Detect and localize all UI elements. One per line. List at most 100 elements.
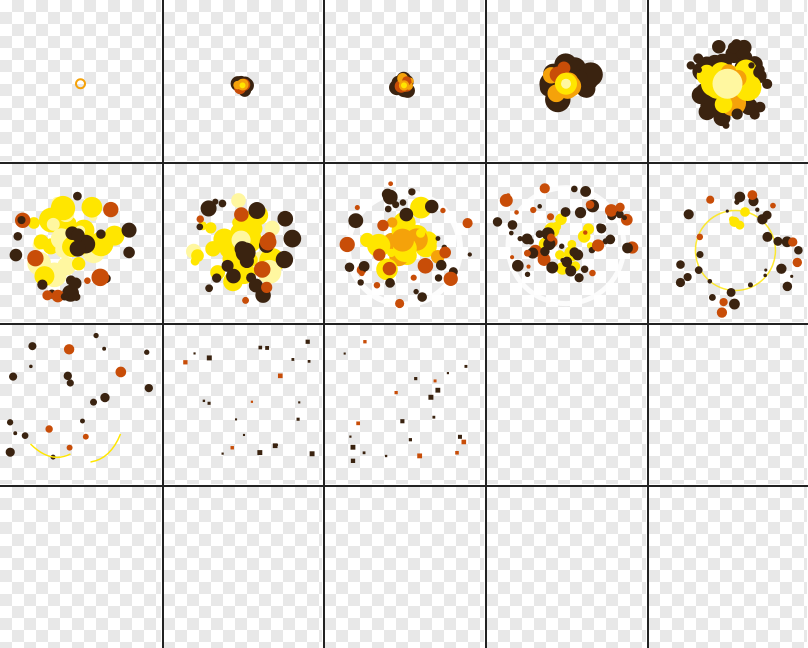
debris-chunk (559, 243, 565, 249)
debris-chunk (381, 188, 394, 201)
debris-chunk (425, 199, 439, 214)
debris-chunk (258, 345, 263, 350)
frame-art-empty (0, 486, 161, 648)
debris-chunk (764, 268, 768, 272)
debris-chunk (439, 246, 451, 259)
debris-chunk (596, 223, 607, 234)
debris-chunk (305, 339, 310, 344)
debris-chunk (17, 215, 26, 225)
sprite-frame-6 (0, 163, 161, 322)
debris-chunk (408, 188, 416, 196)
debris-chunk (69, 277, 82, 290)
smoke-puff (71, 228, 85, 242)
frame-art-debris-sparse (183, 339, 315, 457)
frame-art-smoke-ring (675, 190, 803, 318)
debris-chunk (354, 204, 360, 211)
debris-chunk (144, 383, 153, 393)
frame-art-debris-fading (5, 332, 153, 463)
sprite-frame-17 (163, 486, 322, 648)
debris-chunk (60, 292, 69, 301)
debris-chunk (696, 233, 704, 241)
debris-chunk (434, 274, 443, 282)
debris-chunk (344, 262, 355, 273)
debris-chunk (93, 332, 99, 339)
sprite-frame-2 (163, 0, 322, 161)
debris-chunk (414, 377, 418, 381)
debris-chunk (207, 401, 211, 405)
debris-chunk (91, 268, 110, 287)
debris-chunk (384, 205, 392, 213)
debris-chunk (754, 101, 766, 113)
frame-art-ignition-spark (75, 78, 86, 90)
debris-chunk (253, 261, 271, 278)
flame-blob (104, 225, 125, 246)
debris-chunk (400, 419, 405, 424)
debris-chunk (514, 210, 519, 215)
debris-chunk (277, 373, 283, 379)
flame-blob (205, 222, 217, 234)
spark-trail (29, 443, 71, 459)
debris-chunk (388, 181, 394, 187)
debris-chunk (755, 207, 760, 212)
debris-chunk (206, 355, 212, 361)
debris-chunk (417, 453, 423, 459)
sprite-frame-5 (648, 0, 807, 161)
debris-chunk (560, 207, 571, 217)
flame-blob (367, 233, 391, 258)
debris-chunk (683, 209, 694, 220)
debris-chunk (234, 418, 238, 421)
sprite-frame-7 (163, 163, 322, 322)
debris-chunk (248, 278, 263, 293)
debris-chunk (694, 266, 703, 275)
debris-chunk (226, 268, 241, 284)
grid-line-horizontal (0, 485, 808, 487)
debris-chunk (66, 379, 74, 387)
sprite-frame-13 (324, 324, 484, 484)
hot-core (239, 82, 246, 89)
debris-chunk (530, 206, 537, 214)
flame-blob (387, 217, 398, 228)
debris-chunk (242, 296, 250, 304)
debris-chunk (695, 66, 702, 74)
debris-chunk (435, 387, 441, 393)
debris-chunk (762, 231, 773, 242)
debris-chunk (546, 213, 555, 221)
debris-chunk (706, 195, 715, 204)
debris-chunk (507, 220, 518, 230)
debris-chunk (467, 252, 472, 257)
debris-chunk (265, 346, 270, 350)
flame-blob (264, 220, 280, 236)
debris-chunk (298, 401, 301, 404)
spark-ring (75, 78, 86, 90)
debris-chunk (63, 344, 75, 355)
hot-core (712, 68, 743, 99)
debris-chunk (621, 215, 627, 221)
flame-blob (46, 217, 60, 231)
frame-art-small-burst (389, 71, 415, 98)
debris-chunk (413, 288, 419, 295)
grid-line-horizontal (0, 162, 808, 164)
debris-chunk (417, 292, 427, 302)
sprite-frame-9 (486, 163, 646, 322)
debris-chunk (505, 193, 511, 198)
shockwave-ring (505, 185, 627, 307)
flame-blob (50, 195, 76, 221)
debris-chunk (508, 230, 514, 236)
debris-chunk (566, 257, 572, 263)
debris-chunk (42, 290, 53, 301)
debris-chunk (358, 270, 365, 277)
hot-core (401, 82, 407, 89)
debris-chunk (307, 360, 311, 363)
debris-chunk (707, 278, 713, 284)
debris-chunk (615, 210, 624, 219)
debris-chunk (275, 250, 294, 269)
debris-chunk (580, 186, 592, 197)
debris-chunk (754, 64, 765, 75)
debris-chunk (776, 263, 787, 274)
debris-chunk (362, 451, 366, 455)
sprite-frame-10 (648, 163, 807, 322)
debris-chunk (676, 260, 685, 269)
debris-chunk (446, 372, 449, 375)
debris-chunk (400, 213, 405, 218)
debris-chunk (248, 202, 266, 219)
